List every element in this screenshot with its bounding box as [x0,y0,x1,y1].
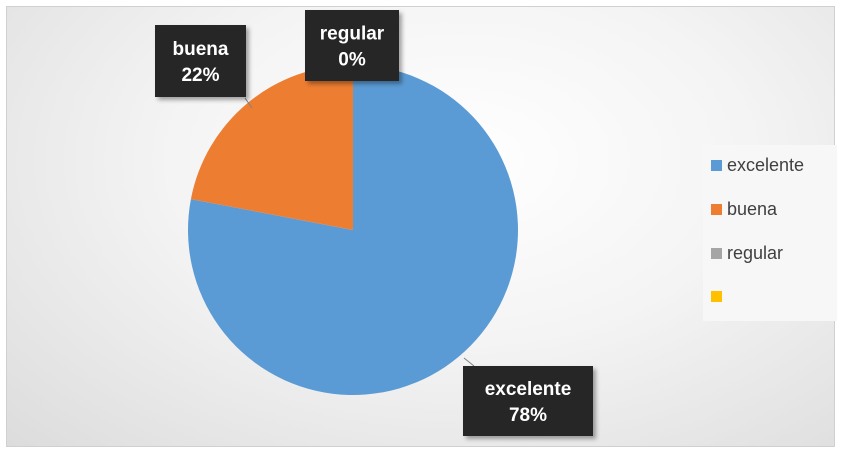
data-label-excelente: excelente 78% [463,366,593,436]
data-label-percent-regular: 0% [338,50,366,71]
data-label-percent-excelente: 78% [509,405,547,426]
data-label-box-excelente [463,366,593,436]
legend-label-buena: buena [727,198,778,219]
legend-item-excelente: excelente [711,155,804,175]
legend-item-regular: regular [711,243,783,263]
legend-label-excelente: excelente [727,154,805,175]
data-label-regular: regular 0% [305,10,399,81]
leader-line-0 [244,97,253,109]
legend: excelente buena regular [703,145,837,321]
data-label-buena: buena 22% [155,25,246,97]
data-label-category-regular: regular [320,24,385,45]
legend-item-blank [711,286,727,306]
legend-swatch-blank [711,290,722,302]
data-label-box-regular [305,10,399,81]
data-label-category-excelente: excelente [485,379,572,400]
legend-swatch-regular [711,247,722,259]
pie-slice-buena [190,65,353,230]
data-label-box-buena [155,25,246,97]
data-label-percent-buena: 22% [181,65,219,86]
leader-line-1 [463,357,475,367]
legend-swatch-buena [711,203,722,215]
legend-label-regular: regular [727,242,784,263]
data-label-category-buena: buena [173,39,229,60]
legend-swatch-excelente [711,159,722,171]
legend-item-buena: buena [711,199,777,219]
